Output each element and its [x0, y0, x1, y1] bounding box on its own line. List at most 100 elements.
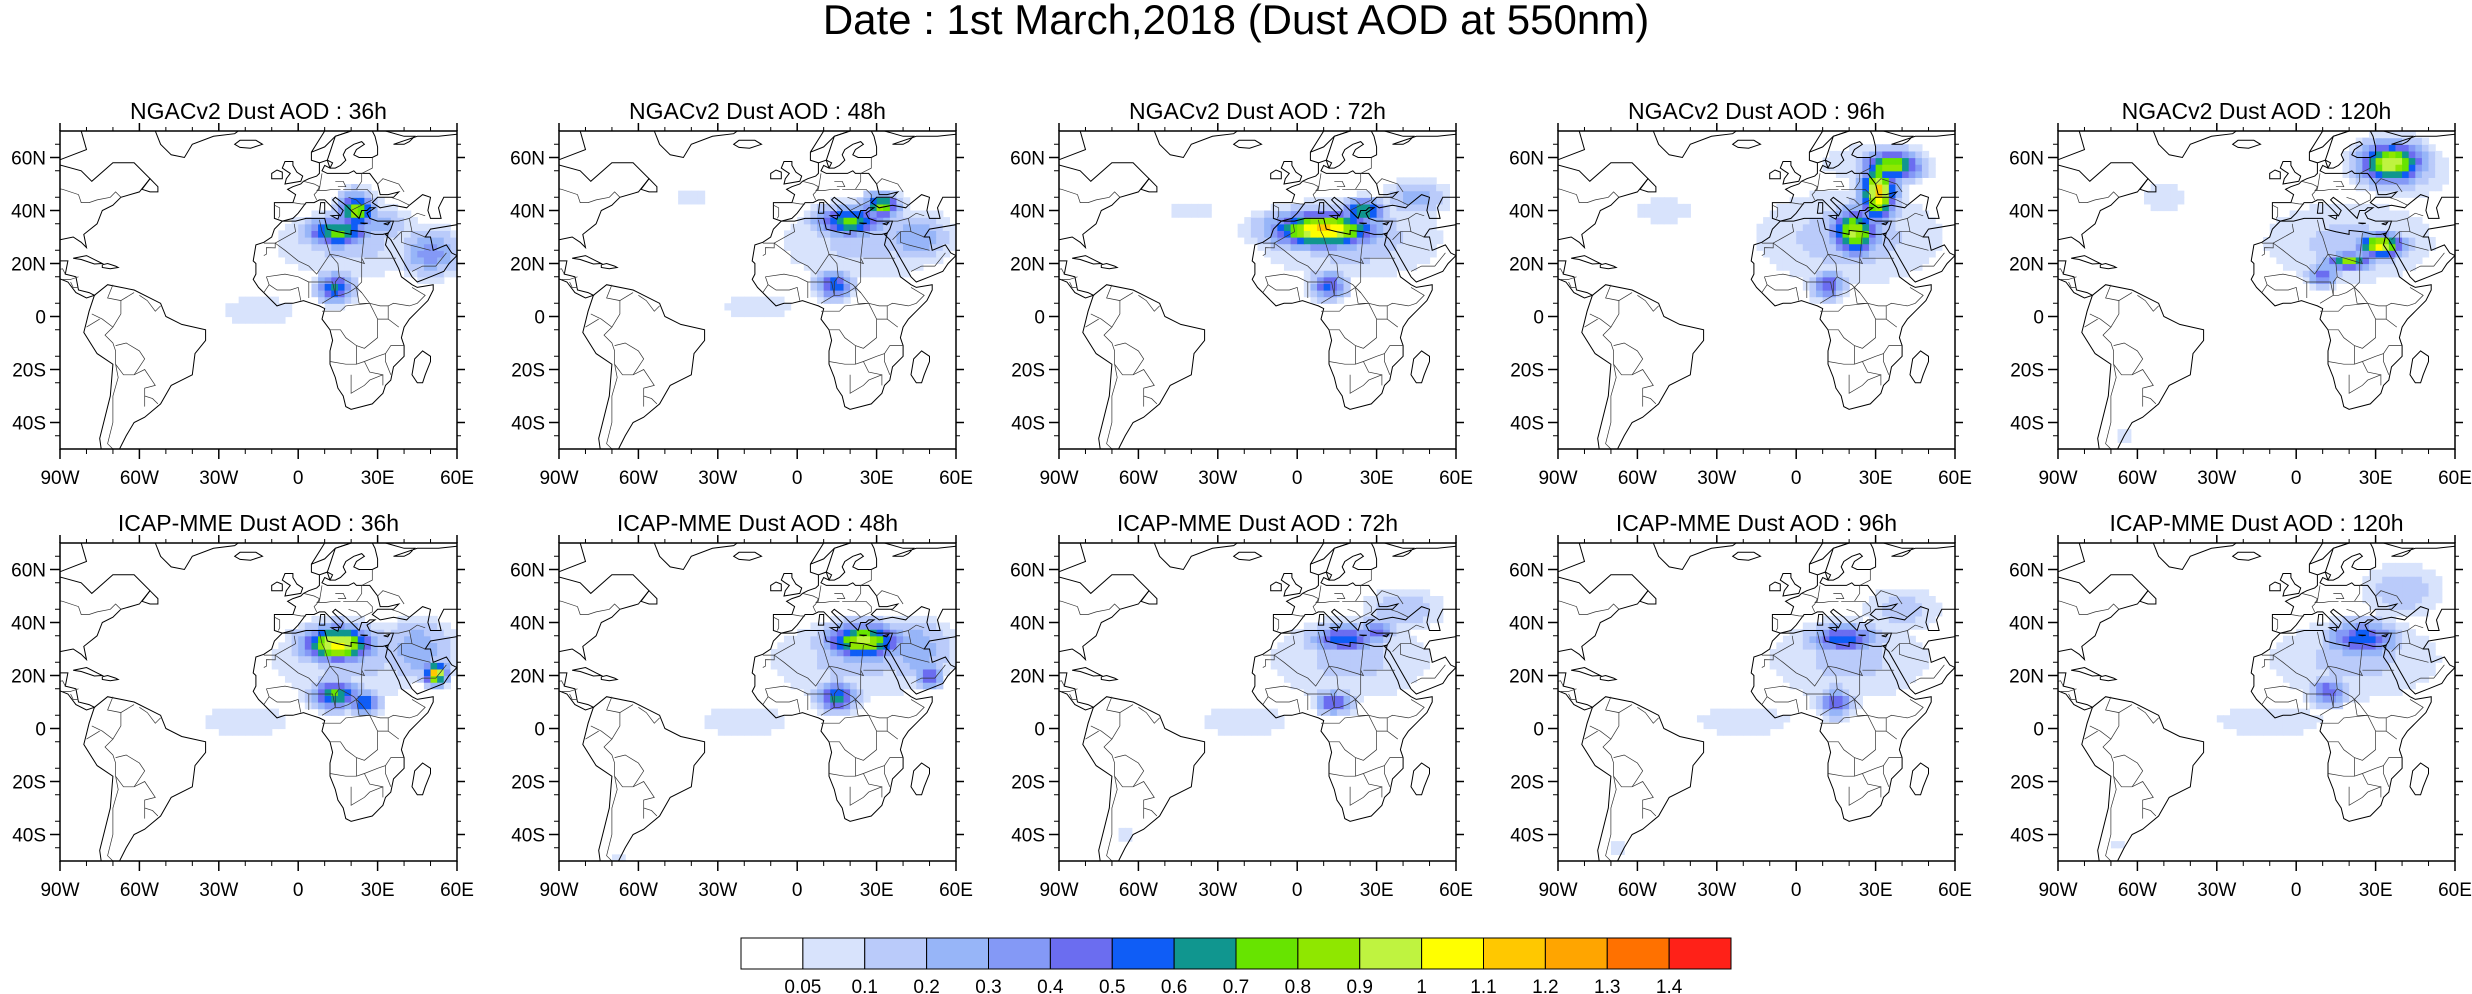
- aod-cell: [790, 243, 798, 251]
- country-border: [1384, 353, 1391, 375]
- aod-cell: [936, 649, 944, 657]
- aod-cell: [2243, 708, 2251, 716]
- aod-cell: [1356, 197, 1364, 205]
- aod-cell: [1888, 243, 1897, 251]
- aod-cell: [1283, 655, 1292, 663]
- aod-cell: [1277, 642, 1285, 650]
- aod-cell: [2362, 629, 2370, 637]
- aod-cell: [1231, 708, 1239, 716]
- aod-cell: [2144, 190, 2152, 198]
- aod-cell: [1277, 721, 1285, 730]
- aod-cell: [1290, 263, 1298, 271]
- aod-cell: [922, 675, 931, 683]
- aod-cell: [2335, 256, 2344, 265]
- aod-cell: [331, 688, 339, 696]
- colorbar-swatch: [1049, 937, 1113, 970]
- aod-cell: [1323, 276, 1331, 284]
- aod-cell: [856, 250, 864, 258]
- aod-cell: [1802, 682, 1811, 690]
- coastline: [817, 614, 825, 626]
- aod-cell: [863, 682, 871, 690]
- aod-cell: [450, 256, 457, 265]
- aod-cell: [2302, 243, 2311, 251]
- aod-cell: [823, 708, 831, 716]
- aod-cell: [1888, 150, 1897, 159]
- aod-cell: [1882, 250, 1890, 258]
- aod-cell: [1297, 223, 1305, 231]
- aod-cell: [618, 854, 626, 861]
- aod-cell: [790, 675, 798, 683]
- aod-cell: [1921, 164, 1930, 172]
- aod-cell: [2335, 682, 2344, 690]
- aod-cell: [450, 243, 457, 251]
- aod-cell: [1336, 655, 1345, 663]
- aod-cell: [337, 237, 346, 245]
- aod-cell: [2124, 429, 2132, 437]
- aod-cell: [2342, 164, 2350, 172]
- aod-cell: [1442, 184, 1450, 192]
- aod-cell: [1277, 230, 1285, 238]
- aod-cell: [764, 715, 772, 723]
- aod-cell: [1277, 668, 1285, 677]
- aod-cell: [1383, 237, 1391, 245]
- aod-cell: [1816, 290, 1824, 298]
- aod-cell: [903, 256, 911, 265]
- aod-cell: [1403, 256, 1411, 265]
- aod-cell: [251, 316, 260, 324]
- aod-cell: [1849, 223, 1857, 231]
- aod-cell: [1862, 649, 1870, 657]
- aod-cell: [344, 263, 352, 271]
- aod-cell: [883, 675, 891, 683]
- aod-cell: [1809, 197, 1817, 205]
- aod-cell: [810, 695, 818, 703]
- aod-cell: [2415, 237, 2423, 245]
- coastline: [559, 131, 650, 299]
- aod-cell: [377, 682, 385, 690]
- aod-cell: [916, 642, 924, 650]
- aod-cell: [1763, 715, 1771, 723]
- aod-cell: [850, 263, 858, 271]
- aod-cell: [2421, 137, 2430, 145]
- aod-cell: [298, 695, 306, 703]
- aod-cell: [2388, 270, 2397, 278]
- aod-cell: [2428, 576, 2436, 584]
- colorbar-swatch: [988, 937, 1051, 970]
- aod-cell: [2322, 217, 2330, 225]
- aod-cell: [869, 688, 878, 696]
- aod-cell: [909, 622, 917, 630]
- aod-cell: [1908, 177, 1916, 185]
- aod-cell: [2382, 569, 2390, 577]
- aod-cell: [929, 635, 937, 643]
- aod-cell: [1330, 662, 1338, 670]
- country-border: [385, 353, 392, 375]
- aod-cell: [2421, 243, 2430, 251]
- aod-cell: [370, 256, 379, 265]
- aod-cell: [2441, 170, 2449, 178]
- country-border: [2261, 242, 2274, 256]
- aod-cell: [324, 283, 332, 291]
- aod-cell: [1369, 250, 1378, 258]
- country-border: [2354, 188, 2371, 206]
- coastline: [2058, 543, 2149, 711]
- aod-cell: [1270, 256, 1278, 265]
- country-border: [1349, 786, 1383, 806]
- aod-cell: [2335, 237, 2344, 245]
- aod-cell: [2408, 184, 2416, 192]
- aod-cell: [410, 655, 418, 663]
- aod-cell: [783, 303, 792, 311]
- aod-cell: [2110, 841, 2119, 849]
- aod-cell: [2329, 283, 2337, 291]
- coastline: [772, 543, 956, 695]
- aod-cell: [843, 702, 851, 710]
- aod-cell: [1809, 296, 1817, 304]
- aod-cell: [2296, 210, 2304, 218]
- aod-cell: [856, 223, 864, 231]
- aod-cell: [1237, 721, 1245, 730]
- aod-cell: [1396, 602, 1404, 610]
- aod-cell: [2395, 688, 2403, 696]
- aod-cell: [1363, 649, 1371, 657]
- aod-cell: [2322, 635, 2330, 643]
- country-border: [1059, 188, 1121, 203]
- aod-cell: [1902, 635, 1910, 643]
- aod-cell: [1882, 256, 1890, 265]
